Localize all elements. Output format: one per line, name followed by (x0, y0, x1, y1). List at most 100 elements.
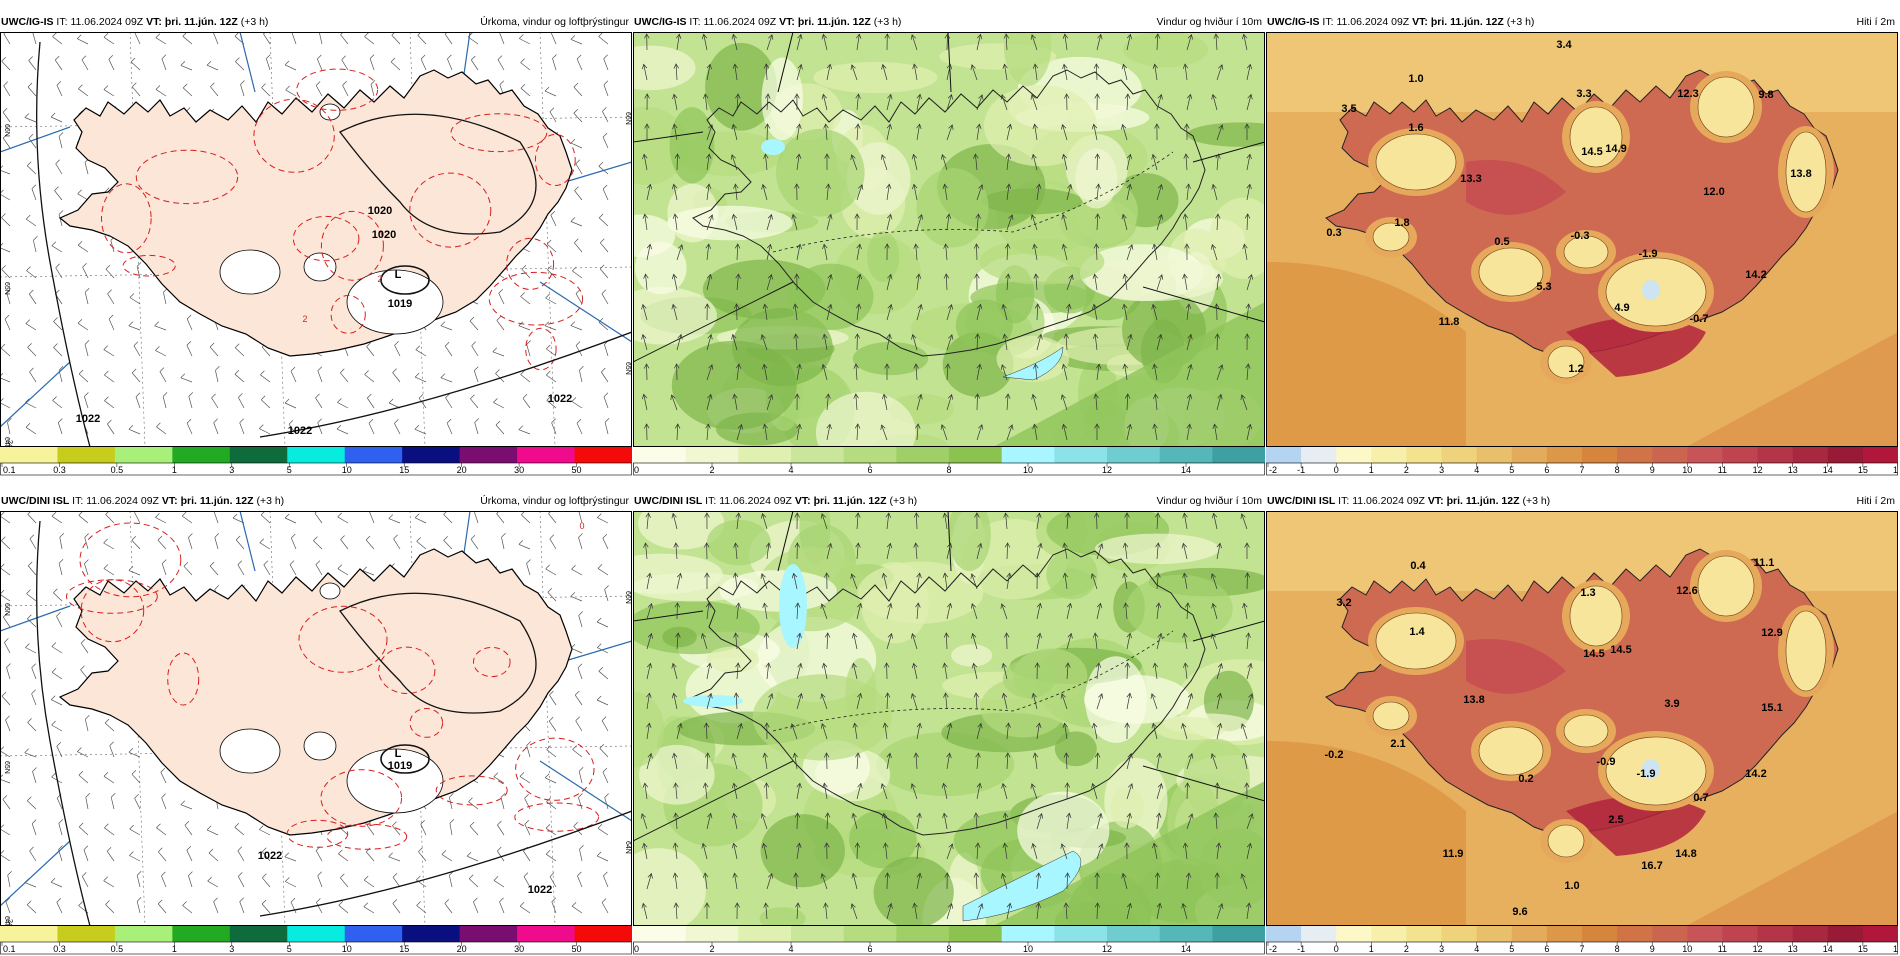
temperature-label: -0.9 (1597, 756, 1616, 768)
colorbar-swatch (1054, 926, 1107, 942)
colorbar-swatch (1617, 447, 1653, 463)
colorbar-swatch (1863, 926, 1898, 942)
colorbar-swatch (1212, 447, 1265, 463)
colorbar-tick-label: 4 (788, 944, 793, 954)
colorbar-swatch (1406, 926, 1442, 942)
temperature-label: 3.9 (1664, 698, 1679, 710)
temperature-label: 0.3 (1326, 227, 1341, 239)
temperature-label: -1.9 (1639, 248, 1658, 260)
colorbar-tick-label: 0 (1334, 944, 1339, 954)
graticule-label: 64N (624, 841, 631, 854)
colorbar-swatch (896, 447, 949, 463)
colorbar-swatch (1793, 926, 1829, 942)
colorbar-swatch (1722, 926, 1758, 942)
colorbar-swatch (1828, 447, 1864, 463)
temperature-label: 1.4 (1409, 626, 1425, 638)
colorbar-swatch (1371, 447, 1407, 463)
wind-arrow (857, 843, 858, 859)
colorbar-tick-label: 15 (399, 944, 409, 954)
temperature-label: 1.0 (1408, 73, 1423, 85)
field-title: Úrkoma, vindur og loftþrýstingur (480, 12, 629, 32)
pressure-label: 1020 (372, 229, 396, 241)
valid-time: þri. 11.jún. 12Z (165, 16, 238, 28)
colorbar-tick-label: 50 (571, 465, 581, 475)
colorbar-swatch (1863, 447, 1898, 463)
wind-map (633, 511, 1265, 926)
wind-panel-dini-isl: UWC/DINI ISL IT: 11.06.2024 09Z VT: þri.… (633, 491, 1265, 956)
run-info: UWC/IG-IS IT: 11.06.2024 09Z VT: þri. 11… (1267, 12, 1534, 32)
init-time: 11.06.2024 09Z (703, 16, 776, 28)
temperature-label: 1.3 (1580, 587, 1595, 599)
colorbar-tick-label: 0.3 (53, 465, 66, 475)
colorbar-tick-label: 9 (1650, 944, 1655, 954)
init-time-label: IT: (72, 495, 83, 507)
panel-header: UWC/DINI ISL IT: 11.06.2024 09Z VT: þri.… (1266, 491, 1898, 511)
pressure-label: 1019 (388, 760, 412, 772)
temperature-label: -0.3 (1571, 230, 1590, 242)
colorbar-tick-label: 8 (1615, 944, 1620, 954)
colorbar-swatch (1828, 926, 1864, 942)
init-time-label: IT: (1322, 16, 1333, 28)
colorbar-tick-label: 4 (1474, 944, 1479, 954)
temperature-label: 16.7 (1641, 860, 1662, 872)
temperature-label: 14.5 (1583, 648, 1604, 660)
colorbar-swatch (1160, 926, 1213, 942)
colorbar-tick-label: 30 (514, 465, 524, 475)
temperature-label: 14.2 (1745, 768, 1766, 780)
colorbar-tick-label: 9 (1650, 465, 1655, 475)
colorbar-swatch (1477, 447, 1513, 463)
colorbar-swatch (460, 926, 518, 942)
init-time: 11.06.2024 09Z (70, 16, 143, 28)
colorbar-tick-label: 11 (1718, 465, 1727, 475)
colorbar-swatch (287, 926, 345, 942)
colorbar-tick-label: 10 (342, 465, 352, 475)
graticule-label: 65N (3, 282, 10, 295)
colorbar-swatch (115, 447, 173, 463)
pressure-label: 1022 (76, 413, 100, 425)
colorbar-tick-label: 14 (1181, 465, 1191, 475)
colorbar-swatch (57, 447, 115, 463)
colorbar-swatch (172, 447, 230, 463)
pressure-label: 1022 (288, 425, 312, 437)
colorbar-swatch (1547, 926, 1583, 942)
temperature-label: 9.6 (1512, 906, 1527, 918)
colorbar-tick-label: 6 (867, 465, 872, 475)
temperature-label: 0.2 (1518, 773, 1533, 785)
precip-contour-label: 2 (302, 314, 307, 324)
colorbar-tick-label: 6 (1544, 944, 1549, 954)
pressure-label: 1020 (368, 205, 392, 217)
temperature-label: 13.8 (1790, 168, 1811, 180)
colorbar-tick-label: 20 (457, 465, 467, 475)
temperature-label: -0.7 (1690, 313, 1709, 325)
colorbar-swatch (1512, 926, 1548, 942)
temperature-label: 13.8 (1463, 694, 1484, 706)
wind-arrow (677, 154, 678, 170)
lead-time: (+3 h) (256, 495, 284, 507)
colorbar-swatch (633, 447, 686, 463)
init-time-label: IT: (705, 495, 716, 507)
init-time: 11.06.2024 09Z (86, 495, 159, 507)
colorbar-swatch (1107, 926, 1160, 942)
colorbar-tick-label: 5 (287, 465, 292, 475)
wind-arrow (827, 753, 828, 769)
colorbar-swatch (345, 926, 403, 942)
temperature-label: 1.8 (1394, 217, 1409, 229)
colorbar-swatch (575, 926, 632, 942)
temperature-label: 14.8 (1675, 848, 1696, 860)
lead-time: (+3 h) (241, 16, 269, 28)
colorbar-tick-label: 2 (1404, 465, 1409, 475)
colorbar-tick-label: 14 (1181, 944, 1191, 954)
colorbar-swatch (738, 447, 791, 463)
temperature-label: 5.3 (1536, 281, 1551, 293)
model-name: UWC/IG-IS (1267, 16, 1320, 28)
colorbar-swatch (1442, 926, 1478, 942)
panel-header: UWC/IG-IS IT: 11.06.2024 09Z VT: þri. 11… (1266, 12, 1898, 32)
temperature-label: 3.2 (1336, 597, 1351, 609)
colorbar-tick-label: 0 (634, 944, 639, 954)
temperature-label: 4.9 (1614, 302, 1629, 314)
colorbar-tick-label: 0.3 (53, 944, 66, 954)
colorbar-tick-label: 15 (399, 465, 409, 475)
temperature-label: 12.0 (1703, 186, 1724, 198)
